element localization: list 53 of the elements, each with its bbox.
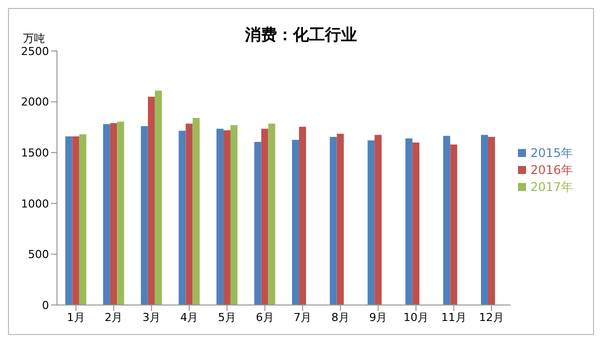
y-tick-label: 0 xyxy=(42,298,49,312)
bar xyxy=(103,124,110,305)
bar xyxy=(192,118,200,305)
y-axis-title: 万吨 xyxy=(23,31,45,46)
bar xyxy=(117,122,124,305)
bar xyxy=(368,140,375,305)
y-tick-label: 500 xyxy=(28,248,49,262)
y-tick-label: 1000 xyxy=(21,197,49,210)
bar xyxy=(450,144,458,305)
x-tick-label: 3月 xyxy=(142,310,160,324)
y-tick-label: 2000 xyxy=(21,96,49,109)
bar xyxy=(65,136,72,305)
bar xyxy=(223,130,230,305)
bar xyxy=(261,128,268,305)
bar xyxy=(148,96,155,305)
legend-label: 2015年 xyxy=(530,146,573,160)
x-tick-label: 11月 xyxy=(441,310,466,324)
bar xyxy=(216,128,224,305)
x-tick-label: 9月 xyxy=(369,310,388,324)
bar xyxy=(336,134,344,305)
x-tick-label: 8月 xyxy=(331,310,350,324)
bar xyxy=(154,90,162,305)
x-tick-label: 12月 xyxy=(479,310,504,324)
bar xyxy=(140,126,148,305)
bar xyxy=(480,134,488,305)
bar xyxy=(330,136,337,305)
x-tick-label: 1月 xyxy=(66,310,85,324)
x-tick-label: 10月 xyxy=(403,310,428,324)
bar xyxy=(299,126,306,305)
bar xyxy=(488,136,495,305)
x-tick-label: 7月 xyxy=(294,310,312,324)
bar xyxy=(110,123,118,305)
x-tick-label: 5月 xyxy=(218,310,236,324)
x-tick-label: 4月 xyxy=(180,310,198,324)
bar xyxy=(178,130,186,305)
legend-label: 2016年 xyxy=(530,162,573,176)
y-tick-label: 1500 xyxy=(21,146,49,160)
bar xyxy=(405,138,412,305)
chart-title: 消费：化工行业 xyxy=(245,25,357,44)
bar xyxy=(292,140,300,305)
bar xyxy=(186,124,193,305)
bar xyxy=(79,134,86,305)
bar xyxy=(412,142,420,305)
bar xyxy=(230,125,238,305)
bar xyxy=(443,136,450,305)
x-tick-label: 6月 xyxy=(256,310,274,324)
bar xyxy=(72,136,80,305)
legend-label: 2017年 xyxy=(530,180,573,194)
x-tick-label: 2月 xyxy=(104,310,123,324)
bar xyxy=(254,142,262,305)
y-tick-label: 2500 xyxy=(21,44,49,58)
bar xyxy=(374,134,382,305)
bar xyxy=(268,124,276,305)
